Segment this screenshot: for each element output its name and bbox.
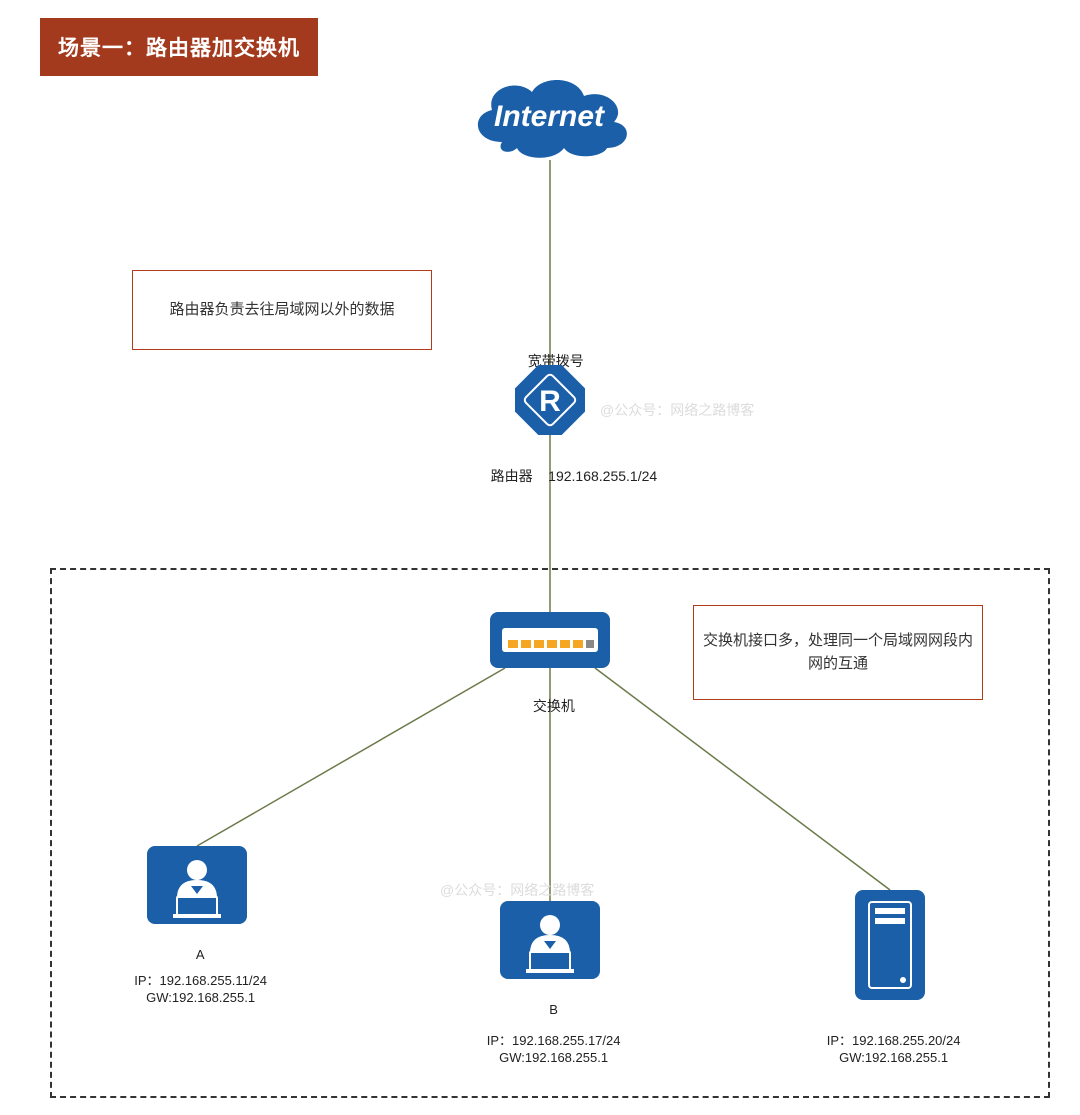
- scenario-title: 场景一：路由器加交换机: [40, 18, 318, 76]
- server-icon: [855, 890, 925, 1000]
- client-a-gw: GW:192.168.255.1: [107, 975, 287, 1005]
- scenario-title-text: 场景一：路由器加交换机: [58, 37, 300, 60]
- watermark-1: @公众号：网络之路博客: [600, 400, 754, 420]
- client-b-icon: [500, 901, 600, 979]
- router-icon: R: [515, 365, 585, 435]
- client-a-icon: [147, 846, 247, 924]
- router-description-text: 路由器负责去往局域网以外的数据: [169, 299, 394, 322]
- switch-icon: [490, 612, 610, 668]
- router-description-box: 路由器负责去往局域网以外的数据: [132, 270, 432, 350]
- watermark-2: @公众号：网络之路博客: [440, 880, 594, 900]
- client-b-name: B: [500, 987, 600, 1017]
- server-gw: GW:192.168.255.1: [800, 1035, 980, 1065]
- internet-label: Internet: [494, 100, 606, 133]
- switch-description-box: 交换机接口多，处理同一个局域网网段内网的互通: [693, 605, 983, 700]
- client-b-gw: GW:192.168.255.1: [460, 1035, 640, 1065]
- switch-description-text: 交换机接口多，处理同一个局域网网段内网的互通: [702, 630, 974, 675]
- router-bottom-label: 路由器 192.168.255.1/24: [440, 450, 700, 486]
- internet-cloud-icon: Internet: [462, 70, 637, 165]
- switch-label: 交换机: [520, 680, 580, 716]
- svg-text:R: R: [539, 385, 561, 418]
